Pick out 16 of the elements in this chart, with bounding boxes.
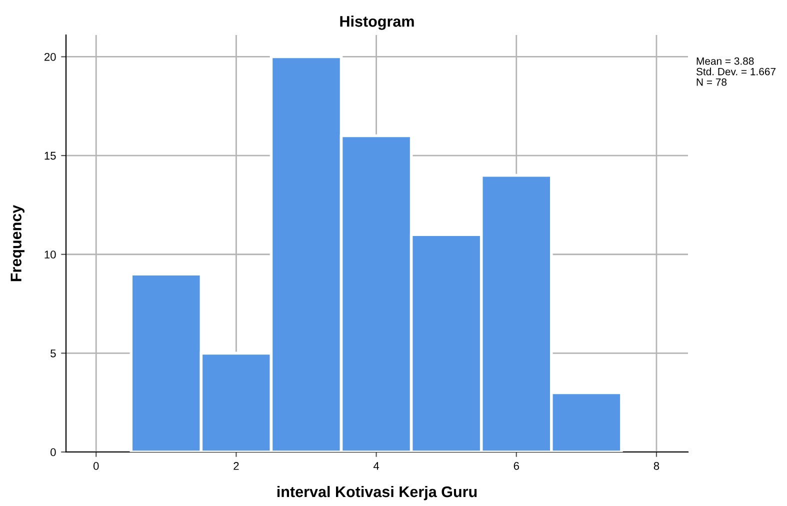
y-axis-title: Frequency: [10, 204, 24, 282]
y-tick-label: 5: [50, 350, 56, 358]
text: N = 78: [696, 78, 727, 86]
x-tick-label: 2: [234, 462, 239, 470]
x-tick-label: 4: [373, 462, 380, 470]
x-tick-label: 6: [514, 462, 519, 470]
x-tick-label: 8: [654, 462, 660, 470]
y-tick-label: 15: [44, 152, 56, 160]
y-tick-label: 10: [44, 250, 56, 259]
chart-title: Histogram: [340, 16, 414, 30]
y-tick-label: 20: [44, 53, 56, 61]
x-tick-label: 0: [93, 462, 99, 470]
text: Std. Dev. = 1.667: [696, 68, 776, 76]
y-tick-label: 0: [50, 448, 56, 456]
x-axis-title: interval Kotivasi Kerja Guru: [277, 486, 477, 500]
text: Mean = 3.88: [696, 57, 754, 65]
